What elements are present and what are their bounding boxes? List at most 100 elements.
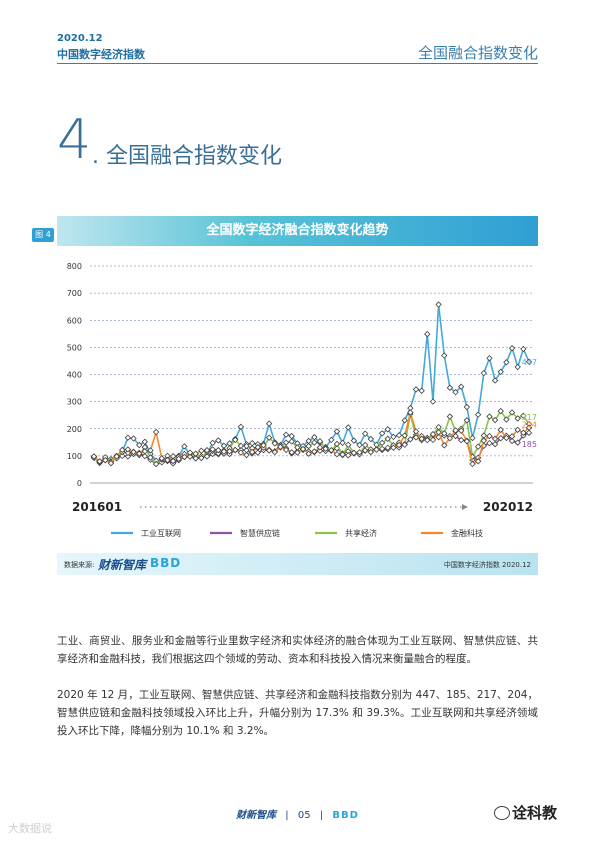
data-point (158, 455, 165, 462)
data-point (514, 439, 521, 446)
data-point (249, 439, 256, 447)
data-point (452, 432, 459, 440)
data-point (169, 452, 177, 460)
data-point (282, 439, 290, 446)
data-point (164, 457, 171, 464)
data-point (378, 439, 386, 447)
y-tick-label: 400 (67, 371, 82, 380)
section-number: 4 (57, 108, 92, 171)
data-point (322, 445, 329, 452)
data-point (424, 436, 431, 444)
data-point (209, 439, 216, 447)
data-point (237, 423, 245, 431)
data-point (395, 441, 403, 449)
header-date: 2020.12 (57, 33, 103, 44)
data-point (520, 412, 527, 419)
data-point (345, 441, 352, 448)
chart-title-banner: 全国数字经济融合指数变化趋势 (57, 216, 538, 246)
data-point (429, 436, 437, 444)
data-point (243, 451, 250, 459)
end-value-label: 447 (522, 358, 537, 367)
y-tick-label: 100 (67, 452, 82, 461)
data-point (288, 449, 295, 456)
legend-label: 共享经济 (345, 528, 377, 538)
data-point (418, 435, 425, 442)
data-point (497, 407, 504, 415)
data-point (215, 437, 222, 444)
paragraph-1: 工业、商贸业、服务业和金融等行业里数字经济和实体经济的融合体现为工业互联网、智慧… (57, 635, 538, 665)
data-point (147, 447, 154, 454)
section-title: . 全国融合指数变化 (92, 144, 282, 169)
page-footer: 财新智库 | 05 | BBD (0, 806, 595, 821)
x-start-label: 201601 (72, 500, 122, 514)
footer-separator-2: | (319, 810, 324, 821)
data-point (384, 426, 391, 433)
source-bar (57, 553, 538, 575)
end-value-label: 204 (522, 421, 537, 430)
data-point (232, 446, 239, 454)
data-point (254, 444, 261, 451)
data-point (514, 415, 521, 422)
data-point (463, 438, 471, 445)
data-point (458, 436, 465, 444)
data-point (152, 428, 160, 436)
data-point (136, 441, 143, 449)
data-point (486, 432, 493, 440)
data-point (362, 447, 369, 454)
data-point (480, 437, 487, 444)
data-point (169, 457, 177, 465)
data-point (282, 431, 290, 438)
data-point (458, 383, 465, 390)
data-point (350, 449, 358, 457)
data-point (441, 442, 448, 449)
footer-logo-bbd: BBD (332, 810, 359, 821)
legend-label: 工业互联网 (141, 528, 181, 538)
data-point (203, 453, 211, 460)
data-point (282, 446, 290, 454)
data-point (220, 448, 228, 455)
data-point (508, 345, 516, 352)
y-tick-label: 200 (67, 425, 82, 434)
legend-label: 智慧供应链 (240, 528, 280, 538)
data-point (299, 445, 307, 453)
data-point (147, 454, 154, 461)
data-point (141, 448, 149, 455)
data-point (90, 453, 98, 460)
data-point (316, 438, 324, 445)
data-point (271, 440, 278, 447)
data-point (107, 460, 115, 467)
data-point (412, 428, 420, 435)
y-tick-label: 800 (67, 262, 82, 271)
source-logo-bbd: BBD (150, 556, 182, 570)
data-point (237, 449, 245, 456)
data-point (192, 450, 199, 457)
source-label: 数据来源: (64, 561, 95, 569)
data-point (446, 413, 454, 420)
data-point (424, 330, 431, 338)
page-number: 05 (297, 810, 311, 821)
header-section-title: 全国融合指数变化 (417, 44, 538, 62)
data-point (316, 444, 324, 451)
data-point (384, 444, 391, 451)
data-point (237, 442, 245, 450)
data-point (520, 345, 527, 353)
data-point (130, 435, 137, 442)
data-point (226, 448, 233, 455)
data-point (452, 427, 459, 434)
data-point (328, 447, 335, 454)
data-point (130, 448, 137, 456)
end-value-label: 185 (522, 440, 537, 449)
data-point (265, 420, 273, 427)
data-point (441, 430, 448, 437)
data-point (491, 416, 499, 424)
data-point (339, 451, 346, 458)
data-point (192, 455, 199, 462)
data-point (350, 437, 358, 444)
data-point (463, 403, 471, 411)
header-divider (57, 63, 538, 64)
data-point (480, 369, 487, 377)
data-point (452, 388, 459, 396)
data-point (463, 417, 471, 424)
data-point (186, 449, 194, 456)
data-point (124, 449, 132, 457)
